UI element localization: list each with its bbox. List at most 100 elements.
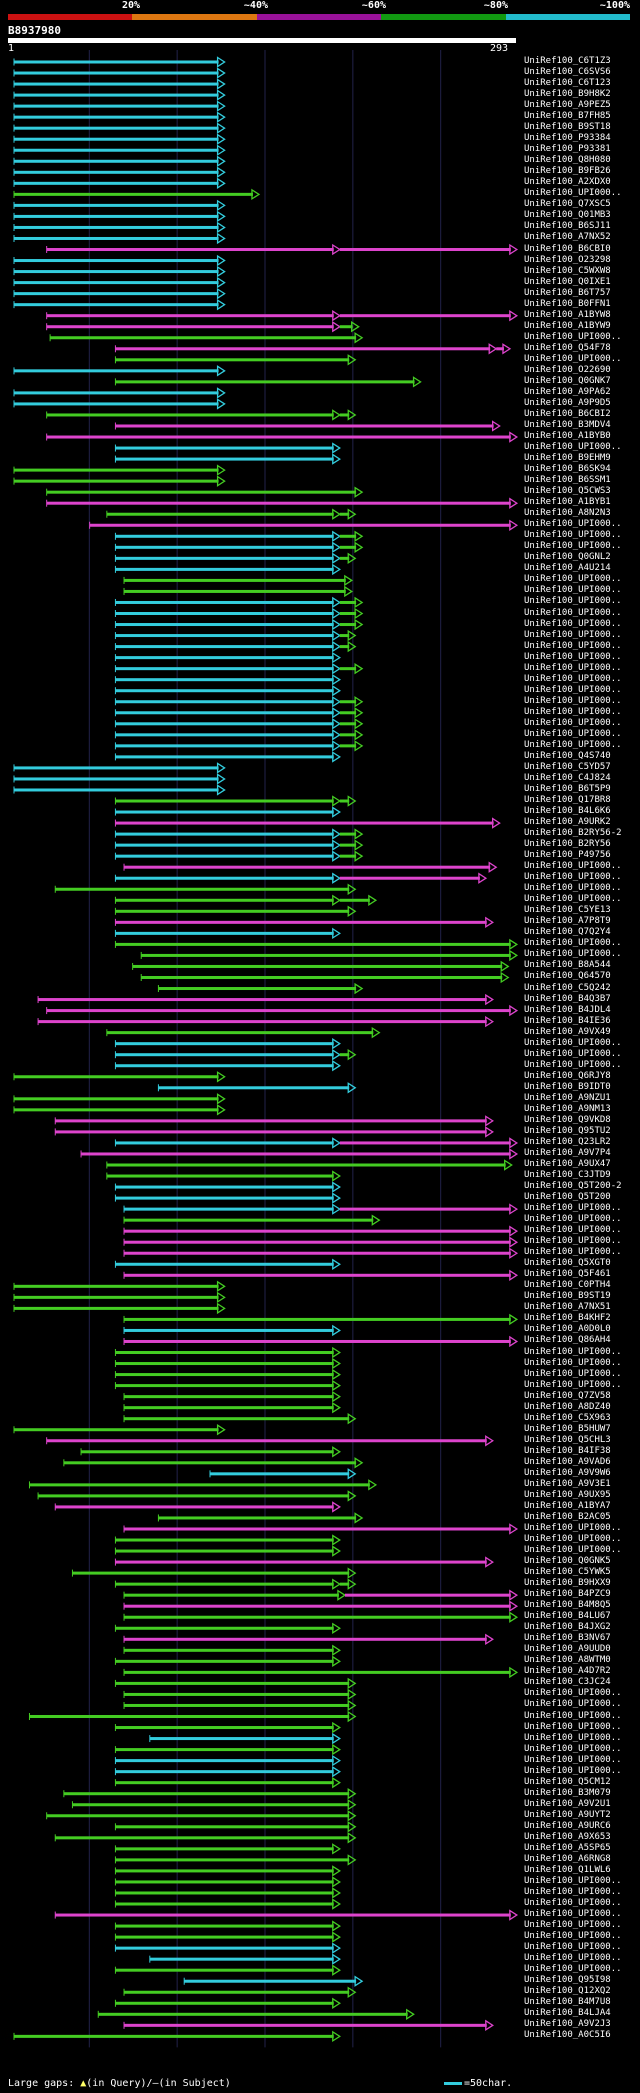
hit-label[interactable]: UniRef100_UPI000.. xyxy=(524,651,622,662)
hit-label[interactable]: UniRef100_Q6RJY8 xyxy=(524,1070,611,1081)
hit-label[interactable]: UniRef100_UPI000.. xyxy=(524,1522,622,1533)
hit-label[interactable]: UniRef100_UPI000.. xyxy=(524,673,622,684)
hit-label[interactable]: UniRef100_A9UX47 xyxy=(524,1159,611,1169)
hit-label[interactable]: UniRef100_Q86AH4 xyxy=(524,1335,611,1346)
hit-label[interactable]: UniRef100_Q01MB3 xyxy=(524,210,611,221)
hit-label[interactable]: UniRef100_A9URC6 xyxy=(524,1820,611,1831)
hit-label[interactable]: UniRef100_A9UX95 xyxy=(524,1489,611,1500)
hit-label[interactable]: UniRef100_A9NZU1 xyxy=(524,1092,611,1103)
hit-label[interactable]: UniRef100_A9V2U1 xyxy=(524,1798,611,1809)
hit-label[interactable]: UniRef100_Q4S740 xyxy=(524,750,611,761)
hit-label[interactable]: UniRef100_B3M079 xyxy=(524,1787,611,1798)
hit-label[interactable]: UniRef100_B4JXG2 xyxy=(524,1622,611,1633)
hit-label[interactable]: UniRef100_B7FH85 xyxy=(524,111,611,122)
hit-label[interactable]: UniRef100_UPI000.. xyxy=(524,662,622,673)
hit-label[interactable]: UniRef100_Q5CWS3 xyxy=(524,486,611,497)
hit-label[interactable]: UniRef100_A9V7P4 xyxy=(524,1147,611,1158)
hit-label[interactable]: UniRef100_B4M7U8 xyxy=(524,1997,611,2008)
hit-label[interactable]: UniRef100_A1BYB0 xyxy=(524,431,611,442)
hit-label[interactable]: UniRef100_A9PEZ5 xyxy=(524,100,611,111)
hit-label[interactable]: UniRef100_B6SSM1 xyxy=(524,475,611,486)
hit-label[interactable]: UniRef100_B6T5P9 xyxy=(524,783,611,794)
hit-label[interactable]: UniRef100_UPI000.. xyxy=(524,1236,622,1247)
hit-label[interactable]: UniRef100_UPI000.. xyxy=(524,607,622,618)
hit-label[interactable]: UniRef100_UPI000.. xyxy=(524,574,622,585)
hit-label[interactable]: UniRef100_Q5XGT0 xyxy=(524,1258,611,1269)
hit-label[interactable]: UniRef100_Q1LWL6 xyxy=(524,1864,611,1875)
hit-label[interactable]: UniRef100_C6SVS6 xyxy=(524,67,611,78)
hit-label[interactable]: UniRef100_B4LU67 xyxy=(524,1611,611,1622)
hit-label[interactable]: UniRef100_A6RNG8 xyxy=(524,1853,611,1864)
hit-label[interactable]: UniRef100_UPI000.. xyxy=(524,530,622,541)
hit-label[interactable]: UniRef100_UPI000.. xyxy=(524,872,622,883)
hit-label[interactable]: UniRef100_UPI000.. xyxy=(524,1920,622,1931)
hit-label[interactable]: UniRef100_UPI000.. xyxy=(524,1898,622,1908)
hit-label[interactable]: UniRef100_A7P8T9 xyxy=(524,916,611,927)
hit-label[interactable]: UniRef100_UPI000.. xyxy=(524,1942,622,1953)
hit-label[interactable]: UniRef100_B4IF38 xyxy=(524,1445,611,1456)
hit-label[interactable]: UniRef100_UPI000.. xyxy=(524,1037,622,1048)
hit-label[interactable]: UniRef100_UPI000.. xyxy=(524,861,622,872)
hit-label[interactable]: UniRef100_UPI000.. xyxy=(524,331,622,342)
hit-label[interactable]: UniRef100_B3MDV4 xyxy=(524,419,611,430)
hit-label[interactable]: UniRef100_UPI000.. xyxy=(524,706,622,717)
hit-label[interactable]: UniRef100_Q5CM12 xyxy=(524,1776,611,1787)
hit-label[interactable]: UniRef100_Q95TU2 xyxy=(524,1125,611,1136)
hit-label[interactable]: UniRef100_B9H8K2 xyxy=(524,89,611,100)
hit-label[interactable]: UniRef100_B6SJ11 xyxy=(524,221,611,232)
hit-label[interactable]: UniRef100_B4JDL4 xyxy=(524,1004,611,1015)
hit-label[interactable]: UniRef100_UPI000.. xyxy=(524,1048,622,1059)
hit-label[interactable]: UniRef100_UPI000.. xyxy=(524,353,622,364)
hit-label[interactable]: UniRef100_UPI000.. xyxy=(524,1346,622,1357)
hit-label[interactable]: UniRef100_B4IE36 xyxy=(524,1015,611,1026)
hit-label[interactable]: UniRef100_Q54F78 xyxy=(524,342,611,353)
hit-label[interactable]: UniRef100_A9URK2 xyxy=(524,817,611,828)
hit-label[interactable]: UniRef100_A9VAD6 xyxy=(524,1456,611,1467)
hit-label[interactable]: UniRef100_UPI000.. xyxy=(524,1765,622,1776)
hit-label[interactable]: UniRef100_UPI000.. xyxy=(524,1875,622,1886)
hit-label[interactable]: UniRef100_B5HUW7 xyxy=(524,1423,611,1434)
hit-label[interactable]: UniRef100_B3NV67 xyxy=(524,1633,611,1644)
hit-label[interactable]: UniRef100_UPI000.. xyxy=(524,717,622,728)
hit-label[interactable]: UniRef100_B4PZC9 xyxy=(524,1589,611,1600)
hit-label[interactable]: UniRef100_UPI000.. xyxy=(524,894,622,905)
hit-label[interactable]: UniRef100_A9NM13 xyxy=(524,1103,611,1114)
hit-label[interactable]: UniRef100_A2XDX0 xyxy=(524,177,611,188)
hit-label[interactable]: UniRef100_A9V3E1 xyxy=(524,1478,611,1489)
hit-label[interactable]: UniRef100_B4L6K6 xyxy=(524,806,611,817)
hit-label[interactable]: UniRef100_UPI000.. xyxy=(524,949,622,960)
hit-label[interactable]: UniRef100_A8N2N3 xyxy=(524,508,611,519)
hit-label[interactable]: UniRef100_C5WXW8 xyxy=(524,265,611,276)
hit-label[interactable]: UniRef100_Q0IXE1 xyxy=(524,276,611,287)
hit-label[interactable]: UniRef100_Q9VKD8 xyxy=(524,1114,611,1125)
hit-label[interactable]: UniRef100_A9VX49 xyxy=(524,1026,611,1037)
hit-label[interactable]: UniRef100_A9V2J3 xyxy=(524,2019,611,2030)
hit-label[interactable]: UniRef100_B9FB26 xyxy=(524,166,611,177)
hit-label[interactable]: UniRef100_B6CBI0 xyxy=(524,243,611,254)
hit-label[interactable]: UniRef100_UPI000.. xyxy=(524,1214,622,1225)
hit-label[interactable]: UniRef100_A0D0L0 xyxy=(524,1324,611,1335)
hit-label[interactable]: UniRef100_A7NX51 xyxy=(524,1302,611,1313)
hit-label[interactable]: UniRef100_A1BYA7 xyxy=(524,1500,611,1511)
hit-label[interactable]: UniRef100_P49756 xyxy=(524,850,611,861)
hit-label[interactable]: UniRef100_UPI000.. xyxy=(524,695,622,706)
hit-label[interactable]: UniRef100_UPI000.. xyxy=(524,596,622,607)
hit-label[interactable]: UniRef100_Q8H080 xyxy=(524,155,611,166)
hit-label[interactable]: UniRef100_B6SK94 xyxy=(524,464,611,475)
hit-label[interactable]: UniRef100_UPI000.. xyxy=(524,629,622,640)
hit-label[interactable]: UniRef100_Q0GNK7 xyxy=(524,375,611,386)
hit-label[interactable]: UniRef100_B9ST19 xyxy=(524,1291,611,1302)
hit-label[interactable]: UniRef100_P93381 xyxy=(524,144,611,155)
hit-label[interactable]: UniRef100_A9P9D5 xyxy=(524,397,611,408)
hit-label[interactable]: UniRef100_UPI000.. xyxy=(524,1732,622,1743)
hit-label[interactable]: UniRef100_A4D7R2 xyxy=(524,1666,611,1677)
hit-label[interactable]: UniRef100_UPI000.. xyxy=(524,541,622,552)
hit-label[interactable]: UniRef100_B8A544 xyxy=(524,960,611,971)
hit-label[interactable]: UniRef100_A1BYW8 xyxy=(524,309,611,320)
hit-label[interactable]: UniRef100_B0FFN1 xyxy=(524,298,611,309)
hit-label[interactable]: UniRef100_C5YWK5 xyxy=(524,1567,611,1578)
hit-label[interactable]: UniRef100_Q7ZV58 xyxy=(524,1390,611,1401)
hit-label[interactable]: UniRef100_P93384 xyxy=(524,133,611,144)
hit-label[interactable]: UniRef100_Q23LR2 xyxy=(524,1136,611,1147)
hit-label[interactable]: UniRef100_B6CBI2 xyxy=(524,408,611,419)
